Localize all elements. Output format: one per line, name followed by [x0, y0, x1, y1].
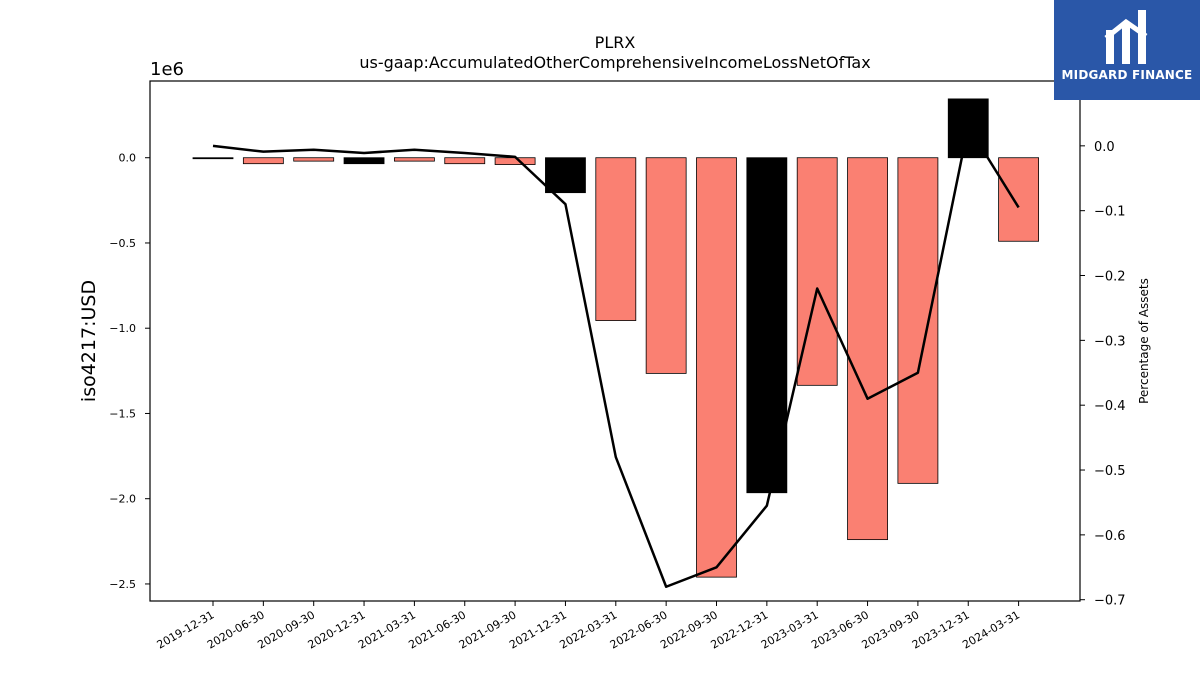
logo-mark-icon: [1104, 10, 1148, 64]
brand-logo: MIDGARD FINANCE: [1054, 0, 1200, 100]
bar: [242, 157, 284, 165]
bars-layer: [192, 98, 1039, 578]
y-tick-label: −2.5: [109, 578, 136, 591]
y2-tick-label: −0.4: [1094, 399, 1126, 414]
y2-tick-label: −0.6: [1094, 529, 1126, 544]
y2-tick-label: −0.1: [1094, 205, 1126, 220]
bar: [645, 157, 687, 374]
bar: [293, 157, 335, 162]
bar: [998, 157, 1039, 242]
logo-text: MIDGARD FINANCE: [1061, 68, 1193, 82]
y2-tick-label: −0.5: [1094, 464, 1126, 479]
bar: [343, 157, 385, 165]
bar: [897, 157, 939, 484]
y2-tick-label: −0.2: [1094, 270, 1126, 285]
y-tick-label: 0.0: [119, 152, 137, 165]
bar: [595, 157, 637, 321]
bar: [393, 157, 435, 162]
bar: [494, 157, 536, 165]
y-axis-label: iso4217:USD: [78, 280, 100, 402]
y2-tick-label: 0.0: [1094, 140, 1115, 155]
y-multiplier-label: 1e6: [150, 59, 184, 80]
bar: [545, 157, 586, 194]
y2-tick-label: −0.7: [1094, 594, 1126, 609]
plot-frame: [149, 80, 1081, 602]
y-tick-label: −1.0: [109, 322, 136, 335]
line-layer: [212, 125, 1020, 588]
bar: [847, 157, 888, 541]
bar: [192, 157, 234, 160]
bar: [696, 157, 737, 578]
y2-tick-label: −0.3: [1094, 334, 1126, 349]
bar: [746, 157, 788, 494]
y2-axis-label: Percentage of Assets: [1137, 278, 1151, 404]
chart-subtitle: us-gaap:AccumulatedOtherComprehensiveInc…: [359, 53, 870, 72]
bar: [444, 157, 486, 165]
y-tick-label: −0.5: [109, 237, 136, 250]
y-tick-label: −1.5: [109, 407, 136, 420]
chart-title: PLRX: [595, 33, 636, 52]
series-line: [212, 125, 1020, 588]
y-tick-label: −2.0: [109, 493, 136, 506]
x-tick-label: 2024-03-31: [960, 608, 1022, 651]
